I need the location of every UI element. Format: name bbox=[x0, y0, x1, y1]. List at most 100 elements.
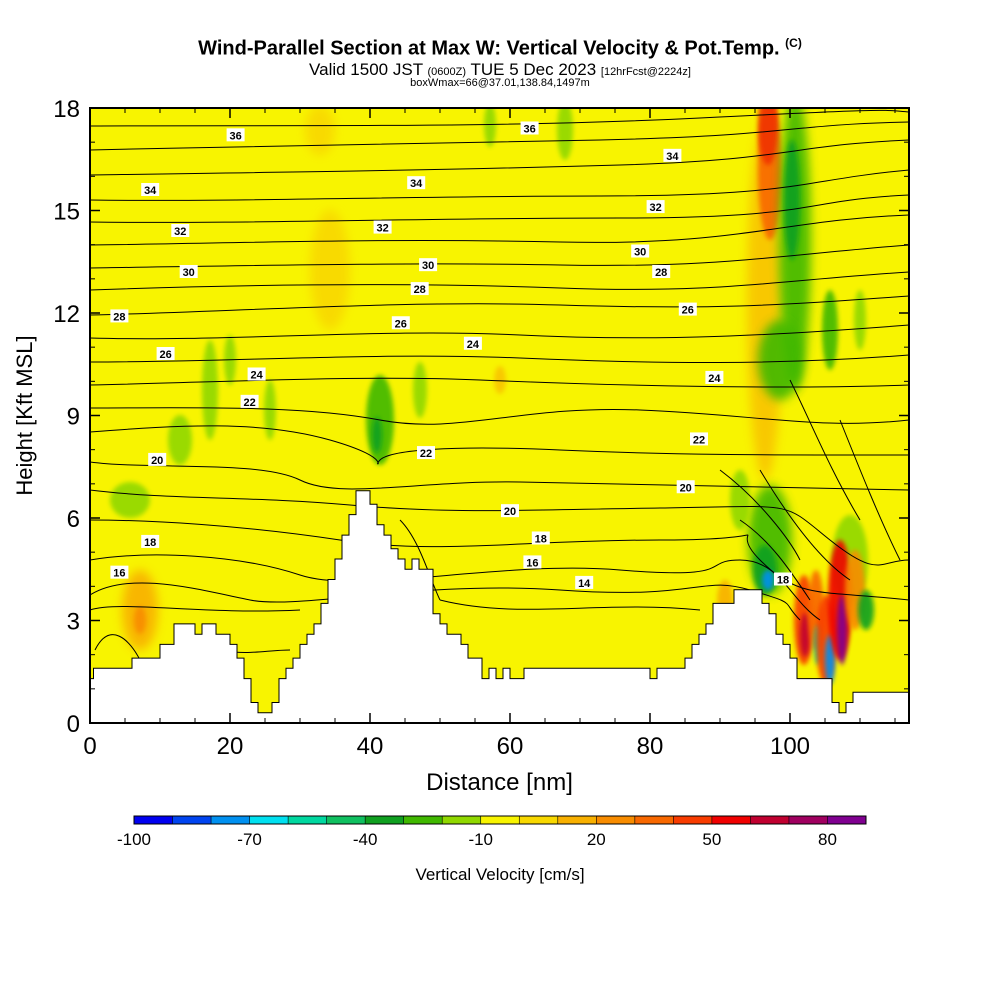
colorbar-tick-label: -70 bbox=[237, 830, 262, 849]
terrain bbox=[90, 490, 909, 723]
velocity-patch bbox=[202, 340, 218, 440]
theta-contour-line bbox=[789, 379, 901, 561]
colorbar-swatch bbox=[557, 816, 597, 824]
contour-label-bg bbox=[631, 244, 650, 258]
contour-label-bg bbox=[531, 531, 550, 545]
contour-label: 16 bbox=[526, 557, 538, 569]
theta-contour-line bbox=[90, 194, 909, 223]
colorbar-swatch bbox=[211, 816, 251, 824]
colorbar-tick-label: 50 bbox=[702, 830, 721, 849]
velocity-patch bbox=[494, 366, 506, 394]
contour-label: 18 bbox=[535, 534, 547, 546]
colorbar-swatch bbox=[673, 816, 713, 824]
velocity-patch bbox=[854, 290, 866, 350]
theta-contour-line bbox=[90, 324, 909, 340]
colorbar-swatch bbox=[711, 816, 751, 824]
velocity-patch bbox=[413, 362, 427, 418]
x-tick-label: 100 bbox=[770, 733, 810, 760]
contour-label: 36 bbox=[229, 130, 241, 142]
theta-contour-line bbox=[90, 109, 909, 127]
contour-label-bg bbox=[690, 432, 708, 446]
velocity-patch bbox=[825, 635, 835, 685]
contour-label-bg bbox=[110, 565, 129, 579]
contour-label: 14 bbox=[578, 578, 591, 590]
contour-label: 34 bbox=[410, 178, 423, 190]
contour-label: 28 bbox=[655, 267, 667, 279]
contour-label-bg bbox=[373, 220, 392, 234]
contour-label: 34 bbox=[666, 151, 679, 163]
contour-label: 28 bbox=[414, 284, 426, 296]
theta-contour-line bbox=[90, 295, 909, 316]
contour-label: 18 bbox=[144, 537, 156, 549]
velocity-patch bbox=[822, 290, 838, 370]
colorbar-swatch bbox=[827, 816, 867, 824]
theta-contour-line bbox=[90, 244, 909, 269]
velocity-patch bbox=[134, 606, 146, 634]
contour-label-bg bbox=[410, 282, 429, 296]
colorbar: -100 -70 -40 -10 20 50 80 bbox=[117, 815, 867, 849]
velocity-patch bbox=[484, 108, 496, 147]
theta-contour-line bbox=[90, 271, 909, 291]
colorbar-tick-label: -100 bbox=[117, 830, 151, 849]
contour-label: 20 bbox=[504, 506, 516, 518]
contour-label-bg bbox=[463, 336, 482, 350]
contour-label: 30 bbox=[183, 267, 195, 279]
colorbar-swatch bbox=[403, 816, 443, 824]
velocity-patch bbox=[168, 415, 192, 465]
colorbar-tick-label: -10 bbox=[468, 830, 493, 849]
contour-label: 24 bbox=[708, 373, 721, 385]
colorbar-tick-label: -40 bbox=[353, 830, 378, 849]
y-tick-label: 18 bbox=[53, 96, 80, 123]
contour-label: 32 bbox=[649, 202, 661, 214]
contour-label-bg bbox=[523, 555, 542, 569]
chart-box-info: boxWmax=66@37.01,138.84,1497m bbox=[410, 77, 590, 89]
y-tick-label: 6 bbox=[67, 506, 80, 533]
x-tick-label: 80 bbox=[637, 733, 664, 760]
contour-label: 22 bbox=[420, 448, 432, 460]
contour-label-bg bbox=[148, 452, 167, 466]
colorbar-label: Vertical Velocity [cm/s] bbox=[415, 865, 585, 884]
theta-contour-line bbox=[90, 425, 909, 465]
contour-label: 16 bbox=[113, 568, 125, 580]
theta-contour-line bbox=[739, 469, 851, 601]
theta-contour-line bbox=[90, 407, 909, 425]
velocity-patch bbox=[800, 613, 810, 657]
velocity-field bbox=[110, 108, 874, 685]
x-axis-label: Distance [nm] bbox=[426, 769, 573, 796]
velocity-patch bbox=[837, 595, 847, 665]
theta-contours bbox=[90, 109, 909, 661]
velocity-patch bbox=[758, 320, 802, 400]
theta-contour-line bbox=[90, 121, 909, 151]
contour-label-bg bbox=[646, 200, 665, 214]
contour-label-bg bbox=[156, 347, 175, 360]
colorbar-swatch bbox=[634, 816, 674, 824]
y-tick-label: 3 bbox=[67, 609, 80, 636]
x-tick-label: 20 bbox=[217, 733, 244, 760]
velocity-patch bbox=[264, 380, 276, 440]
contour-label-bg bbox=[652, 265, 671, 278]
colorbar-swatch bbox=[596, 816, 636, 824]
contour-label: 20 bbox=[151, 455, 163, 467]
theta-contour-line bbox=[90, 169, 909, 201]
contour-label: 26 bbox=[682, 305, 694, 317]
colorbar-swatch bbox=[365, 816, 405, 824]
velocity-patch bbox=[758, 108, 778, 165]
contour-label: 30 bbox=[634, 247, 646, 259]
theta-contour-line bbox=[90, 139, 909, 176]
theta-contour-line bbox=[90, 489, 909, 566]
y-axis-label: Height [Kft MSL] bbox=[12, 335, 37, 495]
theta-contour-line bbox=[90, 377, 909, 388]
contour-label: 22 bbox=[243, 397, 255, 409]
contour-label-bg bbox=[663, 148, 682, 162]
contour-label: 18 bbox=[777, 575, 789, 587]
colorbar-tick-label: 80 bbox=[818, 830, 837, 849]
colorbar-swatch bbox=[750, 816, 790, 824]
velocity-patch bbox=[310, 210, 350, 330]
contour-label-bg bbox=[391, 316, 410, 330]
contour-label-bg bbox=[226, 128, 245, 142]
x-tick-label: 40 bbox=[357, 733, 384, 760]
chart-subtitle: Valid 1500 JST (0600Z) TUE 5 Dec 2023 [1… bbox=[309, 60, 691, 79]
contour-label-bg bbox=[678, 302, 697, 316]
colorbar-swatch bbox=[249, 816, 289, 824]
contour-label-bg bbox=[417, 446, 435, 460]
